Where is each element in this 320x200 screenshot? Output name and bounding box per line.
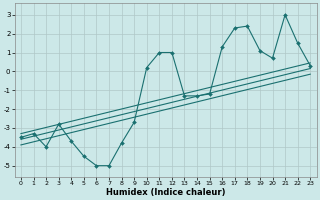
X-axis label: Humidex (Indice chaleur): Humidex (Indice chaleur) xyxy=(106,188,225,197)
